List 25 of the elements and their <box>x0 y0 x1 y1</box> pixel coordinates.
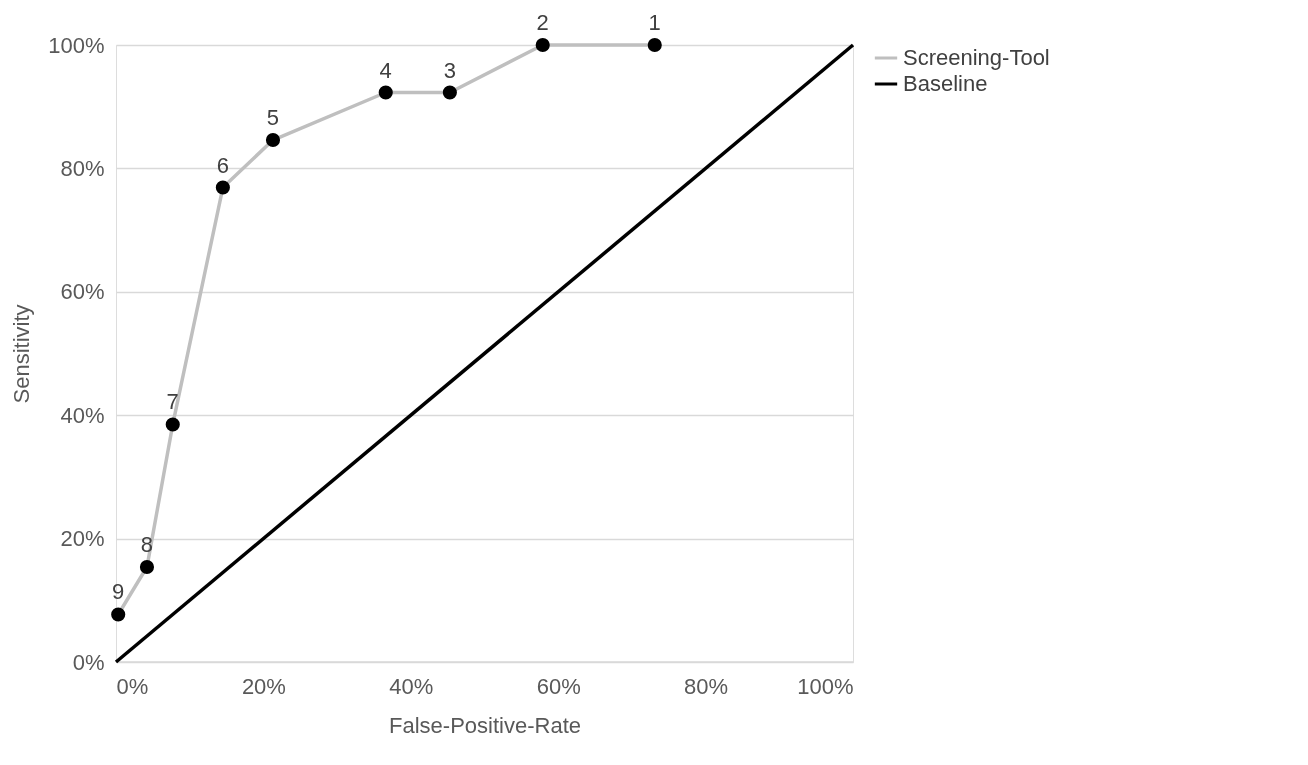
y-tick-label: 40% <box>60 402 105 428</box>
y-axis-title: Sensitivity <box>9 304 35 404</box>
x-tick-label: 60% <box>536 673 581 699</box>
y-tick-label: 80% <box>60 155 105 181</box>
annotation: 6 <box>216 152 229 178</box>
annotation: 3 <box>443 57 456 83</box>
x-tick-label: 80% <box>684 673 729 699</box>
y-tick-label: 100% <box>48 32 105 58</box>
x-tick-label: 0% <box>116 673 149 699</box>
annotation: 2 <box>536 10 549 35</box>
y-tick-label: 20% <box>60 526 105 552</box>
x-tick-label: 20% <box>241 673 286 699</box>
y-tick-label: 60% <box>60 279 105 305</box>
y-tick-label: 0% <box>72 649 105 675</box>
annotation: 5 <box>266 105 280 131</box>
annotation: 7 <box>166 389 179 415</box>
x-tick-label: 40% <box>389 673 434 699</box>
annotation: 9 <box>112 579 125 605</box>
legend-label: Baseline <box>903 71 988 96</box>
x-tick-label: 100% <box>797 673 854 699</box>
x-axis-title: False-Positive-Rate <box>389 712 581 738</box>
annotation: 8 <box>140 531 154 557</box>
annotation: 1 <box>648 10 661 35</box>
legend-label: Screening-Tool <box>903 45 1050 70</box>
annotation: 4 <box>379 57 392 83</box>
